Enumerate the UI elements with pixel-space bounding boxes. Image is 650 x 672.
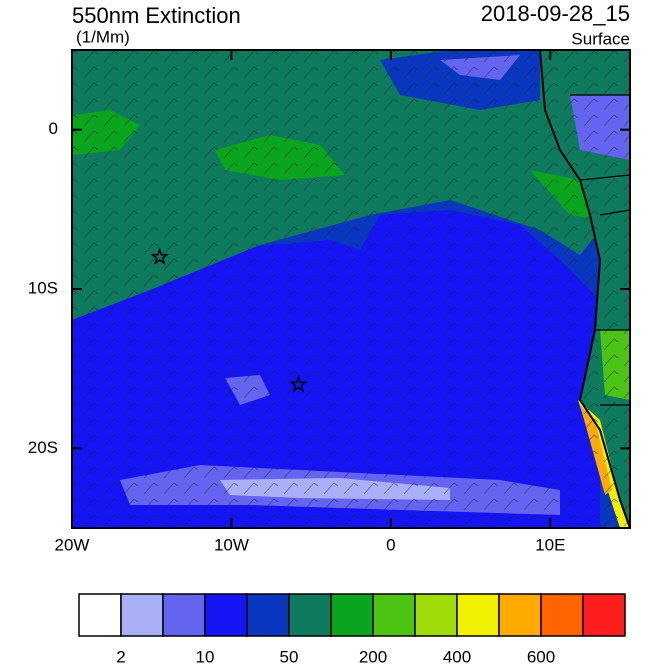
colorbar-label: 600 xyxy=(527,647,555,666)
colorbar-box xyxy=(78,593,122,637)
colorbar-box xyxy=(204,593,248,637)
y-tick-label: 0 xyxy=(49,119,58,138)
colorbar-box xyxy=(540,593,584,637)
colorbar-label: 200 xyxy=(359,647,387,666)
colorbar-box xyxy=(246,593,290,637)
colorbar-box xyxy=(372,593,416,637)
map-field xyxy=(72,50,630,528)
colorbar-label: 50 xyxy=(280,647,299,666)
colorbar-box xyxy=(456,593,500,637)
colorbar-box xyxy=(414,593,458,637)
date: 2018-09-28_15 xyxy=(481,1,630,26)
colorbar-box xyxy=(162,593,206,637)
station-marker xyxy=(289,374,308,393)
units: (1/Mm) xyxy=(76,27,130,46)
colorbar-box xyxy=(498,593,542,637)
y-tick-label: 20S xyxy=(28,438,58,457)
colorbar-box xyxy=(288,593,332,637)
colorbar-box xyxy=(582,593,626,637)
y-tick-label: 10S xyxy=(28,278,58,297)
colorbar-box xyxy=(330,593,374,637)
x-tick-label: 20W xyxy=(55,535,90,554)
x-tick-label: 10E xyxy=(535,535,565,554)
x-tick-label: 0 xyxy=(386,535,395,554)
level: Surface xyxy=(571,29,630,48)
x-tick-label: 10W xyxy=(214,535,249,554)
colorbar-label: 10 xyxy=(196,647,215,666)
colorbar-label: 400 xyxy=(443,647,471,666)
colorbar-label: 2 xyxy=(116,647,125,666)
colorbar-box xyxy=(120,593,164,637)
title: 550nm Extinction xyxy=(72,3,241,28)
station-marker xyxy=(150,247,169,266)
